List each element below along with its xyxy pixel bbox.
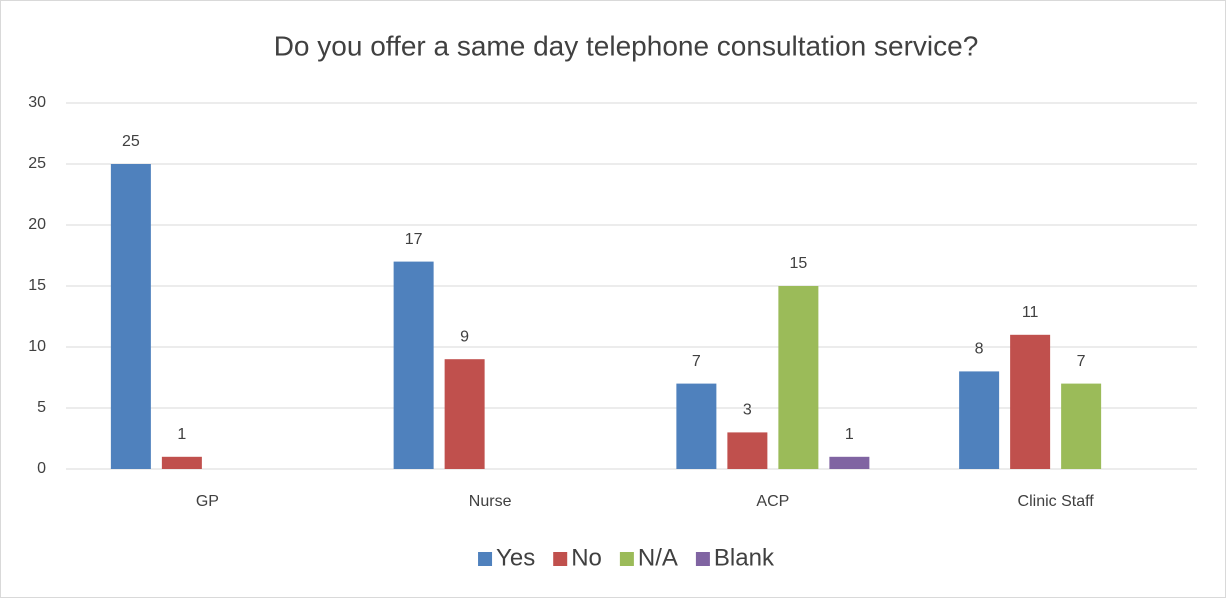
bar [959, 371, 1000, 469]
chart-title: Do you offer a same day telephone consul… [274, 30, 979, 61]
legend-label: Blank [714, 544, 775, 571]
bar [727, 432, 768, 469]
bar [444, 359, 485, 469]
bar [829, 456, 870, 469]
data-label: 9 [460, 328, 469, 345]
bar [778, 286, 819, 469]
data-label: 1 [177, 426, 186, 443]
y-tick-label: 10 [28, 338, 46, 355]
bar [1010, 334, 1051, 469]
data-label: 8 [975, 341, 984, 358]
legend-swatch [478, 552, 493, 566]
data-label: 17 [405, 231, 423, 248]
data-label: 15 [789, 255, 807, 272]
y-tick-label: 0 [37, 460, 46, 477]
y-tick-label: 5 [37, 399, 46, 416]
y-tick-label: 15 [28, 277, 46, 294]
legend-swatch [695, 552, 710, 566]
bar [393, 261, 434, 469]
data-label: 1 [845, 426, 854, 443]
data-label: 3 [743, 402, 752, 419]
x-tick-label: ACP [756, 493, 789, 510]
bar [161, 456, 202, 469]
bar [1061, 383, 1102, 469]
x-tick-label: Nurse [469, 493, 512, 510]
x-tick-label: Clinic Staff [1018, 493, 1095, 510]
legend-label: Yes [496, 544, 535, 571]
legend-label: No [571, 544, 602, 571]
legend-swatch [553, 552, 568, 566]
legend-label: N/A [638, 544, 678, 571]
legend-swatch [619, 552, 634, 566]
y-tick-label: 30 [28, 94, 46, 111]
data-label: 25 [122, 133, 140, 150]
data-label: 7 [692, 353, 701, 370]
data-label: 7 [1077, 353, 1086, 370]
x-tick-label: GP [196, 493, 219, 510]
y-tick-label: 25 [28, 155, 46, 172]
y-tick-label: 20 [28, 216, 46, 233]
bar [676, 383, 717, 469]
bar [110, 164, 151, 469]
data-label: 11 [1022, 304, 1039, 321]
